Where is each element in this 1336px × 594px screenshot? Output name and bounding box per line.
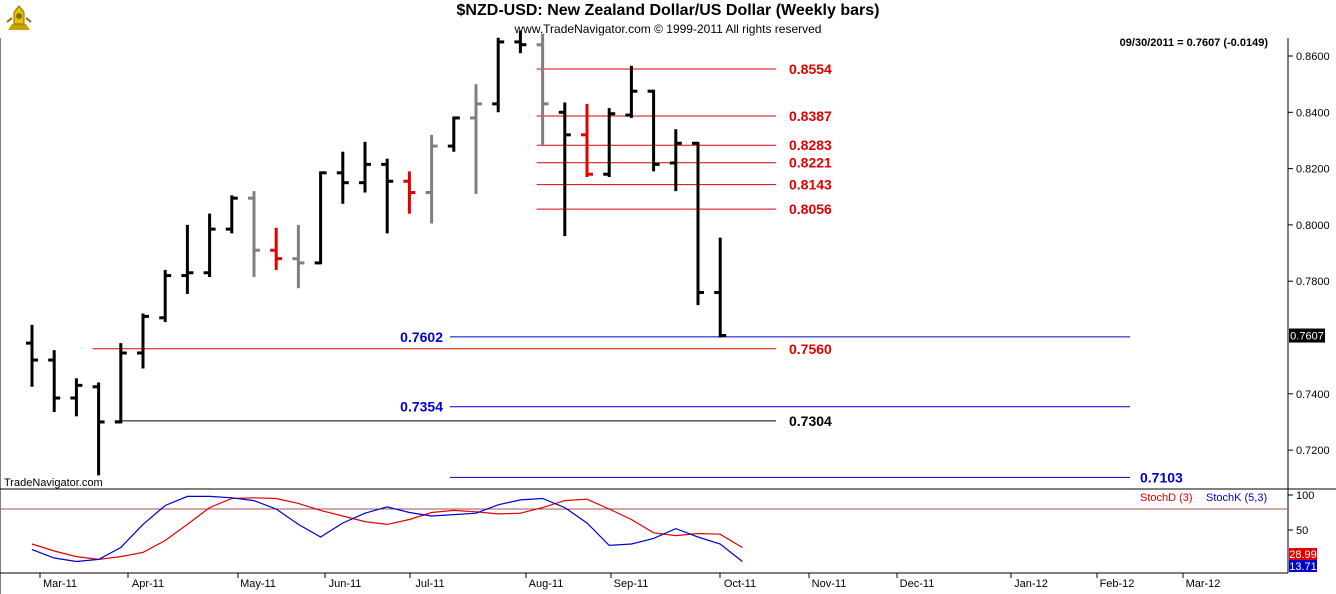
- time-tick-label: Mar-12: [1186, 578, 1221, 590]
- last-price-tag: [1289, 328, 1325, 343]
- ohlc-bar: [625, 65, 638, 118]
- stochastic-lines: [31, 495, 743, 563]
- level-label: 0.8143: [789, 177, 832, 193]
- time-tick-label: Oct-11: [724, 578, 756, 590]
- ohlc-bar: [581, 103, 593, 178]
- tradenavigator-logo-icon: [6, 5, 32, 30]
- level-label: 0.7602: [400, 329, 443, 345]
- ohlc-bar: [425, 134, 438, 224]
- ohlc-bar: [248, 191, 260, 277]
- ohlc-bar: [181, 224, 194, 294]
- ohlc-bar: [203, 213, 216, 277]
- time-tick-label: Feb-12: [1100, 578, 1135, 590]
- time-tick-label: Sep-11: [614, 578, 649, 590]
- level-label: 0.8554: [789, 61, 832, 77]
- ohlc-bar: [359, 141, 371, 193]
- price-tick-label: 0.8200: [1296, 164, 1330, 176]
- price-tick-label: 0.8400: [1296, 107, 1330, 119]
- ohlc-bar: [514, 30, 527, 54]
- ohlc-bar: [114, 343, 127, 424]
- stochastic-tick-label: 100: [1296, 490, 1314, 502]
- ohlc-bar: [603, 108, 616, 178]
- stochk-last-value: 13.71: [1289, 561, 1317, 573]
- ohlc-bar: [26, 324, 38, 387]
- ohlc-bar: [225, 195, 238, 234]
- ohlc-bar: [692, 141, 704, 306]
- time-tick-label: May-11: [240, 578, 276, 590]
- time-tick-label: Jan-12: [1014, 578, 1048, 590]
- time-axis: Mar-11 Apr-11 May-11 Jun-11 Jul-11 Aug-11 Sep-…: [39, 573, 1221, 590]
- price-tick-label: 0.7400: [1296, 389, 1330, 401]
- ohlc-bar: [336, 151, 349, 204]
- time-tick-label: Jun-11: [329, 578, 362, 590]
- price-tick-label: 0.7800: [1296, 276, 1330, 288]
- time-tick-label: Aug-11: [529, 578, 564, 590]
- time-tick-label: Dec-11: [900, 578, 935, 590]
- stochastic-tick-label: 50: [1296, 525, 1308, 537]
- level-label: 0.7560: [789, 341, 832, 357]
- time-tick-label: Nov-11: [812, 578, 847, 590]
- ohlc-bar: [470, 84, 482, 194]
- ohlc-bar: [314, 171, 327, 265]
- price-tick-label: 0.7200: [1296, 445, 1330, 457]
- ohlc-bar: [137, 313, 149, 369]
- level-label: 0.8283: [789, 137, 832, 153]
- ohlc-bar: [92, 382, 105, 476]
- last-price-label: 0.7607: [1290, 331, 1324, 343]
- info-readout: 09/30/2011 = 0.7607 (-0.0149): [1120, 37, 1269, 49]
- level-label: 0.8056: [789, 201, 832, 217]
- price-tick-label: 0.8000: [1296, 220, 1330, 232]
- level-label: 0.7304: [789, 413, 832, 429]
- ohlc-bar: [536, 33, 549, 147]
- ohlc-bar: [447, 116, 460, 152]
- legend-stochk: StochK (5,3): [1206, 492, 1267, 504]
- stochd-last-tag: [1289, 548, 1317, 560]
- price-tick-label: 0.8600: [1296, 51, 1330, 63]
- level-label: 0.7103: [1140, 469, 1183, 485]
- time-tick-label: Mar-11: [43, 578, 77, 590]
- ohlc-bar: [70, 378, 83, 417]
- level-label: 0.7354: [400, 399, 443, 415]
- stochd-last-value: 28.99: [1289, 549, 1317, 561]
- price-axis: 0.8600 0.8400 0.8200 0.8000 0.7800 0.7400 0.72…: [1288, 51, 1330, 457]
- ohlc-bar: [558, 102, 571, 237]
- level-label: 0.8221: [789, 155, 832, 171]
- stochk-line: [31, 495, 743, 563]
- legend-stochd: StochD (3): [1140, 492, 1193, 504]
- ohlc-bar: [270, 227, 283, 270]
- stochd-line: [31, 497, 743, 561]
- ohlc-bar: [492, 37, 505, 113]
- stochastic-axis: 100 50: [1288, 490, 1314, 537]
- time-tick-label: Jul-11: [415, 578, 444, 590]
- ohlc-bar: [403, 171, 416, 214]
- ohlc-bar: [647, 89, 660, 172]
- ohlc-bar: [714, 237, 727, 338]
- watermark-text: TradeNavigator.com: [4, 477, 103, 489]
- time-tick-label: Apr-11: [132, 578, 164, 590]
- ohlc-bar: [159, 269, 172, 323]
- chart-title: $NZD-USD: New Zealand Dollar/US Dollar (…: [456, 2, 880, 19]
- ohlc-bar: [669, 129, 682, 192]
- chart-subtitle: www.TradeNavigator.com © 1999-2011 All r…: [514, 22, 822, 36]
- chart-header: $NZD-USD: New Zealand Dollar/US Dollar (…: [0, 0, 1336, 38]
- ohlc-bar: [48, 350, 61, 413]
- level-label: 0.8387: [789, 108, 832, 124]
- support-resistance-levels: 0.8554 0.8387 0.8283 0.8221 0.8143 0.8056 0.75…: [92, 61, 1183, 485]
- stochk-last-tag: [1289, 560, 1317, 572]
- ohlc-bar: [292, 224, 305, 289]
- price-bars: [26, 30, 727, 476]
- ohlc-bar: [381, 158, 394, 234]
